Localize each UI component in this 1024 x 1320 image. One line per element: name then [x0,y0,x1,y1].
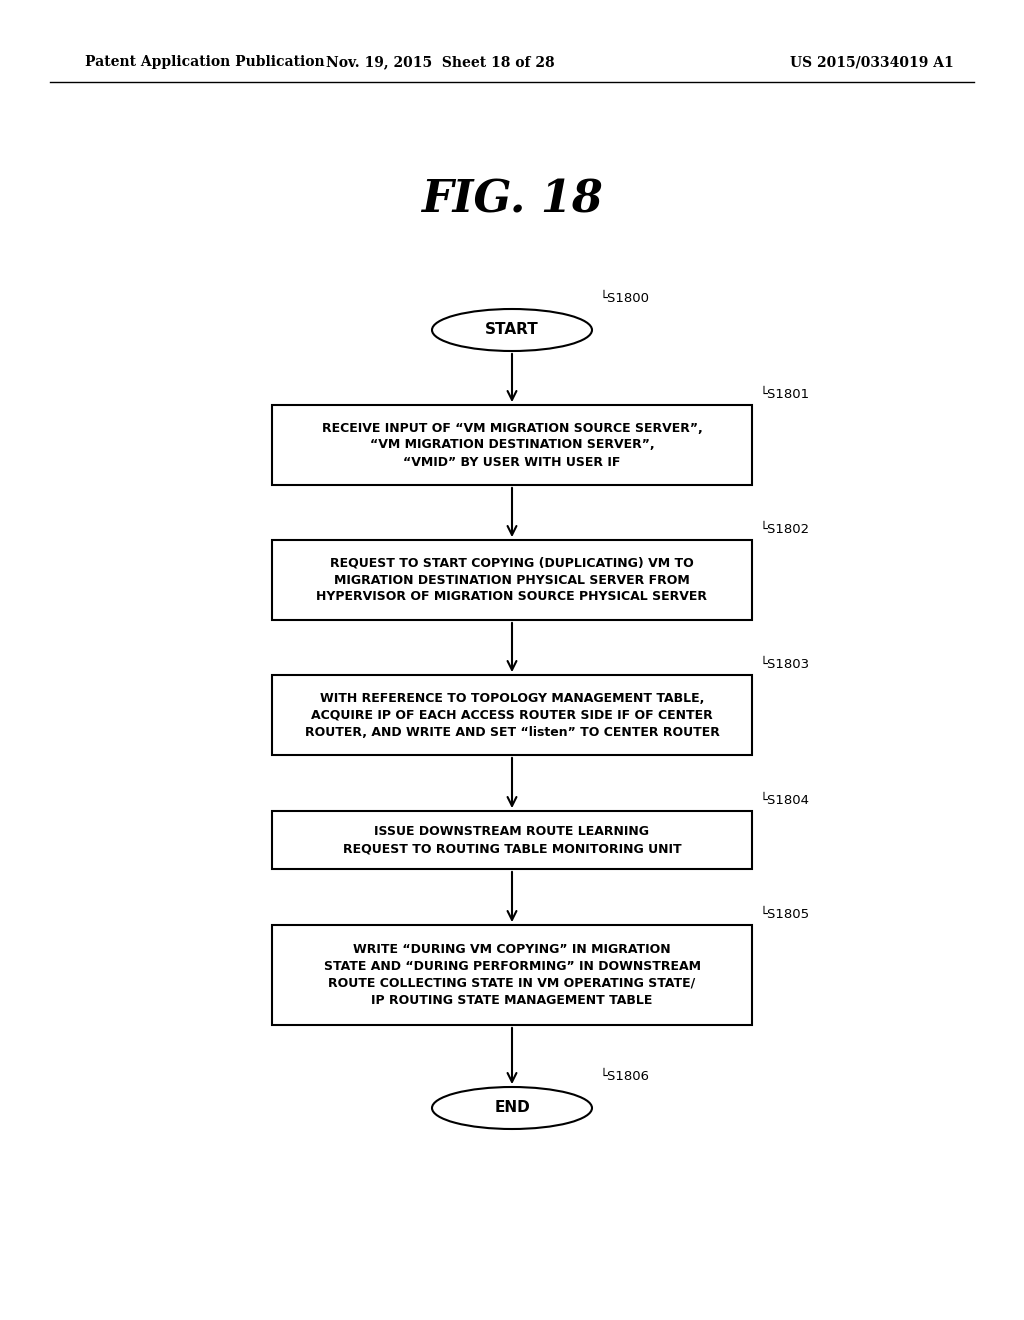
Text: └S1806: └S1806 [600,1071,650,1082]
FancyBboxPatch shape [272,925,752,1026]
Text: FIG. 18: FIG. 18 [421,178,603,222]
Text: Nov. 19, 2015  Sheet 18 of 28: Nov. 19, 2015 Sheet 18 of 28 [326,55,554,69]
Text: └S1804: └S1804 [760,795,810,807]
FancyBboxPatch shape [272,810,752,869]
Text: └S1805: └S1805 [760,908,810,921]
FancyBboxPatch shape [272,675,752,755]
Text: START: START [485,322,539,338]
Text: Patent Application Publication: Patent Application Publication [85,55,325,69]
Text: US 2015/0334019 A1: US 2015/0334019 A1 [790,55,953,69]
Text: RECEIVE INPUT OF “VM MIGRATION SOURCE SERVER”,
“VM MIGRATION DESTINATION SERVER”: RECEIVE INPUT OF “VM MIGRATION SOURCE SE… [322,421,702,469]
Text: WITH REFERENCE TO TOPOLOGY MANAGEMENT TABLE,
ACQUIRE IP OF EACH ACCESS ROUTER SI: WITH REFERENCE TO TOPOLOGY MANAGEMENT TA… [304,692,720,738]
Text: REQUEST TO START COPYING (DUPLICATING) VM TO
MIGRATION DESTINATION PHYSICAL SERV: REQUEST TO START COPYING (DUPLICATING) V… [316,557,708,603]
Text: WRITE “DURING VM COPYING” IN MIGRATION
STATE AND “DURING PERFORMING” IN DOWNSTRE: WRITE “DURING VM COPYING” IN MIGRATION S… [324,942,700,1007]
Text: ISSUE DOWNSTREAM ROUTE LEARNING
REQUEST TO ROUTING TABLE MONITORING UNIT: ISSUE DOWNSTREAM ROUTE LEARNING REQUEST … [343,825,681,855]
FancyBboxPatch shape [272,405,752,484]
FancyBboxPatch shape [272,540,752,620]
Text: END: END [495,1101,529,1115]
Text: └S1800: └S1800 [600,292,650,305]
Ellipse shape [432,309,592,351]
Ellipse shape [432,1086,592,1129]
Text: └S1802: └S1802 [760,523,810,536]
Text: └S1801: └S1801 [760,388,810,401]
Text: └S1803: └S1803 [760,657,810,671]
